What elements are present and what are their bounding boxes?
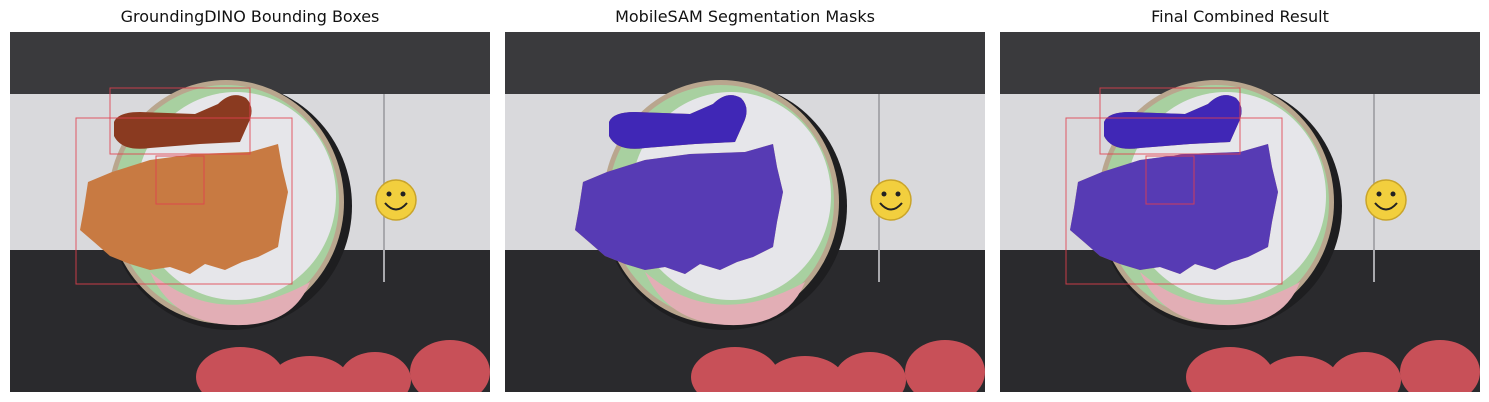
smiley-eye xyxy=(1376,191,1382,197)
chicken-drumstick xyxy=(114,95,252,149)
cushion xyxy=(1186,347,1274,392)
photo-boxes xyxy=(10,32,490,392)
smiley-eye xyxy=(400,191,406,197)
cushion xyxy=(1260,356,1340,392)
smiley-face-icon xyxy=(870,179,912,221)
photo-combined xyxy=(1000,32,1480,392)
rice-mask xyxy=(1070,144,1278,274)
bounding-box xyxy=(1145,155,1195,205)
plate-pink-band xyxy=(150,272,310,326)
plate-pink-band xyxy=(1140,272,1300,326)
chicken-mask xyxy=(1104,95,1242,149)
smiley-face-icon xyxy=(375,179,417,221)
smiley-eye xyxy=(386,191,392,197)
cushion xyxy=(834,352,906,392)
bounding-box xyxy=(155,155,205,205)
cushion xyxy=(196,347,284,392)
cushion xyxy=(765,356,845,392)
smiley-mouth xyxy=(879,202,903,211)
bounding-box xyxy=(1099,87,1241,155)
bounding-box xyxy=(1065,117,1283,285)
chicken-mask xyxy=(609,95,747,149)
rice-mask xyxy=(575,144,783,274)
photo-masks xyxy=(505,32,985,392)
panel-title: MobileSAM Segmentation Masks xyxy=(615,7,875,26)
bounding-box xyxy=(75,117,293,285)
panel-title: Final Combined Result xyxy=(1151,7,1329,26)
cushion xyxy=(339,352,411,392)
smiley-eye xyxy=(895,191,901,197)
smiley-mouth xyxy=(1374,202,1398,211)
cushion xyxy=(270,356,350,392)
panel-boxes: GroundingDINO Bounding Boxes xyxy=(10,0,490,402)
panel-title: GroundingDINO Bounding Boxes xyxy=(120,7,380,26)
rice xyxy=(80,144,288,274)
plate-pink-band xyxy=(645,272,805,326)
cushion xyxy=(1400,340,1480,392)
cushion xyxy=(691,347,779,392)
cushion xyxy=(1329,352,1401,392)
smiley-eye xyxy=(1390,191,1396,197)
smiley-face-icon xyxy=(1365,179,1407,221)
bounding-box xyxy=(109,87,251,155)
smiley-mouth xyxy=(384,202,408,211)
smiley-eye xyxy=(881,191,887,197)
panel-combined: Final Combined Result xyxy=(1000,0,1480,402)
cushion xyxy=(905,340,985,392)
panel-masks: MobileSAM Segmentation Masks xyxy=(505,0,985,402)
cushion xyxy=(410,340,490,392)
